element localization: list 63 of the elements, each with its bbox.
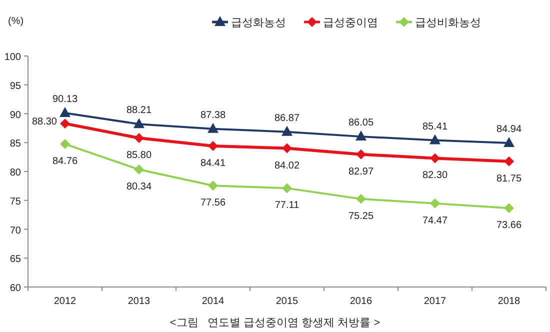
point (60, 139, 70, 150)
point (208, 180, 218, 191)
y-tick-label: 65 (10, 254, 22, 266)
point (208, 141, 218, 152)
data-label: 84.41 (200, 158, 226, 170)
point (430, 153, 440, 164)
data-label: 82.30 (422, 170, 448, 182)
data-label: 81.75 (496, 173, 522, 184)
x-tick-label: 2018 (498, 296, 521, 307)
y-tick-label: 85 (10, 138, 22, 150)
text: <그림 연도별 급성중이염 항생제 처방률 > (170, 317, 380, 329)
y-tick-label: 60 (10, 283, 22, 294)
data-label: 84.02 (274, 160, 300, 172)
data-label: 75.25 (348, 210, 374, 222)
data-label: 86.05 (348, 118, 374, 129)
point (282, 143, 292, 154)
point (60, 107, 70, 117)
x-tick-label: 2012 (54, 296, 77, 307)
point (134, 133, 144, 144)
legend-label: 급성비화농성 (415, 17, 481, 29)
y-tick-label: 90 (10, 110, 22, 121)
data-label: 86.87 (274, 112, 300, 124)
point (282, 126, 292, 136)
x-tick-label: 2016 (350, 296, 373, 307)
data-label: 77.11 (274, 200, 300, 212)
point (356, 130, 366, 141)
data-label: 90.13 (52, 94, 78, 105)
y-axis-title: (%) (8, 16, 24, 27)
y-tick-label: 80 (10, 168, 22, 178)
data-label: 82.97 (348, 166, 374, 178)
data-label: 85.41 (422, 121, 448, 132)
point (356, 149, 366, 160)
x-tick-label: 2014 (202, 296, 225, 307)
data-label: 84.76 (52, 156, 78, 168)
data-label: 84.94 (496, 124, 522, 135)
point (504, 156, 514, 166)
point (208, 122, 218, 133)
x-tick-label: 2013 (128, 296, 151, 307)
legend-label: 급성중이염 (323, 17, 378, 29)
point (356, 194, 366, 204)
y-tick-label: 70 (10, 225, 22, 236)
point (282, 183, 292, 194)
data-label: 77.56 (200, 198, 226, 209)
data-label: 74.47 (422, 215, 448, 226)
x-tick-label: 2015 (276, 296, 299, 307)
data-label: 88.21 (126, 105, 152, 116)
y-tick-label: 100 (4, 52, 22, 63)
point (60, 118, 70, 129)
data-label: 85.80 (126, 150, 152, 162)
data-label: 80.34 (126, 182, 152, 193)
y-tick-label: 95 (10, 80, 22, 92)
data-label: 87.38 (200, 110, 226, 121)
point (504, 136, 514, 147)
point (430, 198, 440, 208)
point (134, 118, 144, 128)
point (134, 164, 144, 175)
point (430, 134, 440, 144)
point (504, 203, 514, 214)
y-tick-label: 75 (10, 196, 22, 208)
data-label: 88.30 (32, 116, 58, 128)
data-label: 73.66 (496, 220, 522, 232)
legend-label: 급성화농성 (231, 17, 286, 29)
x-tick-label: 2017 (424, 296, 447, 307)
